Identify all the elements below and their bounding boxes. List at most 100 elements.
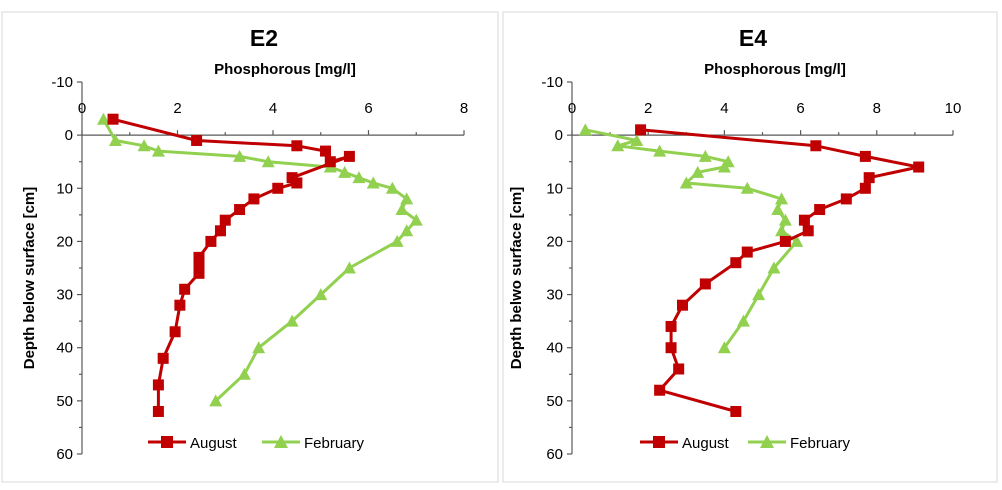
- data-point-august: [191, 134, 203, 146]
- data-point-august: [730, 405, 742, 417]
- x-tick-label: 8: [460, 100, 468, 117]
- data-point-february: [736, 314, 750, 327]
- data-point-august: [779, 235, 791, 247]
- data-point-august: [665, 342, 677, 354]
- y-tick-label: 60: [56, 446, 73, 463]
- legend: August February: [148, 435, 365, 452]
- data-point-february: [390, 234, 404, 247]
- data-point-february: [252, 341, 266, 354]
- x-axis-label: Phosphorous [mg/l]: [704, 61, 846, 78]
- plot-area: -10 0 10 20 30 40 50 60 0 2 4 6 8: [51, 74, 468, 463]
- data-point-august: [802, 225, 814, 237]
- data-point-august: [654, 384, 666, 396]
- legend-february-label: February: [790, 435, 851, 452]
- legend-february-label: February: [304, 435, 365, 452]
- data-point-august: [169, 326, 181, 338]
- legend-february-marker: [274, 435, 288, 448]
- y-tick-label: 0: [65, 127, 73, 144]
- data-point-february: [775, 192, 789, 205]
- y-tick-label: 50: [546, 393, 563, 410]
- data-point-august: [234, 204, 246, 216]
- y-tick-label: -10: [541, 74, 563, 91]
- data-point-august: [343, 150, 355, 162]
- y-tick-label: 10: [56, 180, 73, 197]
- data-point-february: [740, 181, 754, 194]
- x-tick-label: 2: [173, 100, 181, 117]
- data-point-february: [108, 133, 122, 146]
- y-tick-label: -10: [51, 74, 73, 91]
- data-point-august: [214, 225, 226, 237]
- data-point-february: [775, 224, 789, 237]
- y-tick-label: 40: [546, 340, 563, 357]
- data-point-august: [699, 278, 711, 290]
- y-tick-label: 20: [56, 233, 73, 250]
- x-tick-label: 10: [945, 100, 962, 117]
- data-point-february: [400, 192, 414, 205]
- data-point-august: [859, 182, 871, 194]
- y-axis-label: Depth below surface [cm]: [21, 187, 38, 370]
- y-tick-label: 10: [546, 180, 563, 197]
- data-point-february: [771, 203, 785, 216]
- data-point-february: [395, 203, 409, 216]
- data-point-february: [352, 171, 366, 184]
- data-point-august: [863, 172, 875, 184]
- legend-august-label: August: [190, 435, 238, 452]
- x-tick-label: 4: [269, 100, 277, 117]
- y-tick-label: 30: [546, 287, 563, 304]
- data-point-february: [630, 133, 644, 146]
- data-point-february: [653, 144, 667, 157]
- data-point-august: [798, 214, 810, 226]
- data-point-august: [157, 352, 169, 364]
- data-point-february: [767, 261, 781, 274]
- data-point-february: [691, 165, 705, 178]
- data-point-february: [151, 144, 165, 157]
- data-point-february: [366, 176, 380, 189]
- data-point-august: [193, 267, 205, 279]
- data-point-august: [107, 113, 119, 125]
- legend: August February: [640, 435, 851, 452]
- chart-panel-frame: [1, 11, 499, 483]
- data-point-august: [913, 161, 925, 173]
- data-point-august: [152, 405, 164, 417]
- data-point-february: [261, 155, 275, 168]
- data-point-february: [778, 213, 792, 226]
- series-line-february: [102, 118, 418, 402]
- data-point-february: [338, 165, 352, 178]
- chart-panel-e4: E4 Phosphorous [mg/l] Depth belwo surfac…: [502, 11, 998, 483]
- x-tick-label: 8: [873, 100, 881, 117]
- legend-august-label: August: [682, 435, 730, 452]
- data-point-august: [635, 124, 647, 136]
- x-tick-label: 4: [720, 100, 728, 117]
- data-point-august: [272, 182, 284, 194]
- data-point-february: [209, 394, 223, 407]
- data-point-august: [291, 140, 303, 152]
- data-point-february: [96, 112, 110, 125]
- data-point-august: [665, 320, 677, 332]
- data-point-february: [285, 314, 299, 327]
- legend-august-marker: [653, 436, 665, 448]
- y-tick-label: 30: [56, 287, 73, 304]
- chart-panel-e2: E2 Phosphorous [mg/l] Depth below surfac…: [1, 11, 499, 483]
- y-axis-label: Depth belwo surface [cm]: [508, 187, 525, 370]
- data-point-february: [752, 288, 766, 301]
- data-point-august: [174, 299, 186, 311]
- data-point-february: [790, 234, 804, 247]
- data-point-february: [237, 367, 251, 380]
- data-point-february: [717, 341, 731, 354]
- data-point-february: [679, 176, 693, 189]
- data-point-august: [676, 299, 688, 311]
- data-point-august: [320, 145, 332, 157]
- x-tick-label: 0: [568, 100, 576, 117]
- data-point-august: [219, 214, 231, 226]
- data-point-august: [179, 283, 191, 295]
- x-tick-label: 0: [78, 100, 86, 117]
- data-point-february: [385, 181, 399, 194]
- y-tick-label: 40: [56, 340, 73, 357]
- chart-title: E2: [250, 25, 278, 51]
- data-point-august: [741, 246, 753, 258]
- data-point-august: [859, 150, 871, 162]
- plot-area: -10 0 10 20 30 40 50 60 0 2 4 6 8 10: [541, 74, 961, 463]
- data-point-august: [248, 193, 260, 205]
- data-point-february: [314, 288, 328, 301]
